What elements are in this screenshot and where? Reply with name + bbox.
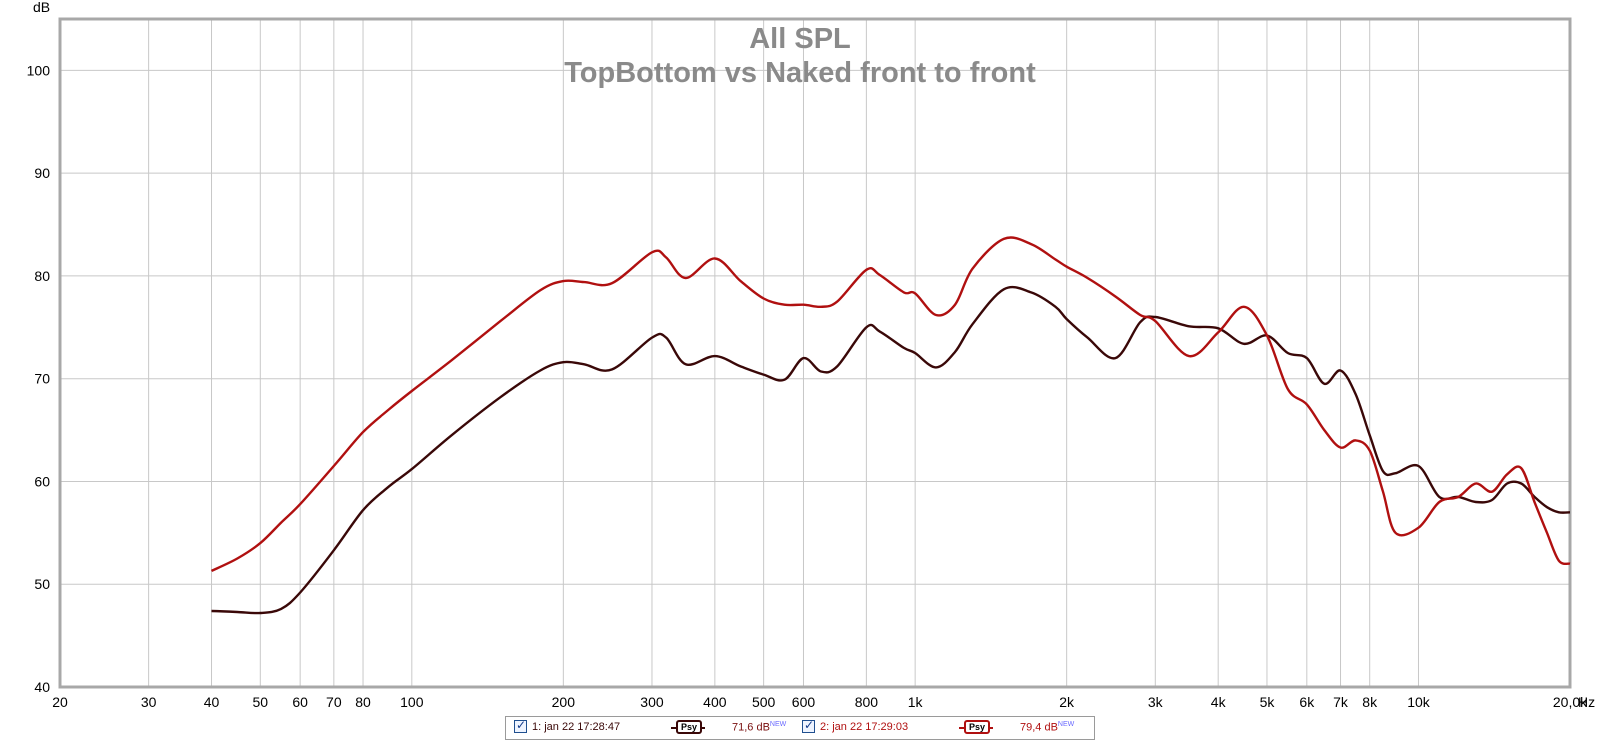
- x-tick-label-11: 500: [752, 694, 776, 710]
- x-tick-label-3: 50: [253, 694, 269, 710]
- legend-checkbox-1[interactable]: [514, 718, 527, 733]
- y-tick-label-4: 80: [34, 268, 50, 284]
- legend-value-2: 79,4 dBNEW: [1020, 721, 1075, 734]
- x-tick-label-19: 6k: [1299, 694, 1315, 710]
- x-tick-label-16: 3k: [1148, 694, 1164, 710]
- tick-labels: 20 30 40 50 60 70 80 100 200 300 400 500 600 800 1k 2k 3…: [27, 62, 1588, 710]
- y-tick-label-2: 60: [34, 473, 50, 489]
- x-tick-label-6: 80: [355, 694, 371, 710]
- x-tick-label-0: 20: [52, 694, 68, 710]
- legend-checkbox-2[interactable]: [802, 718, 815, 733]
- x-tick-label-8: 200: [552, 694, 576, 710]
- x-tick-label-9: 300: [640, 694, 664, 710]
- x-tick-label-23: 20,0k: [1553, 694, 1588, 710]
- x-tick-label-15: 2k: [1059, 694, 1075, 710]
- legend-label-2: 2: jan 22 17:29:03: [820, 721, 909, 733]
- y-tick-label-1: 50: [34, 576, 50, 592]
- x-tick-label-20: 7k: [1333, 694, 1349, 710]
- psy-badge-1[interactable]: Psy: [676, 720, 702, 734]
- chart-title: All SPL: [749, 23, 851, 55]
- y-tick-label-6: 100: [27, 62, 51, 78]
- x-axis-unit: Hz: [1578, 694, 1595, 710]
- x-tick-label-22: 10k: [1407, 694, 1431, 710]
- legend: 1: jan 22 17:28:47 Psy 71,6 dBNEW 2: jan…: [505, 716, 1095, 740]
- x-tick-label-1: 30: [141, 694, 157, 710]
- x-tick-label-12: 600: [792, 694, 816, 710]
- series-line-2: [210, 236, 1571, 572]
- plot-frame: [58, 17, 1572, 689]
- y-axis-unit: dB: [33, 0, 50, 15]
- x-tick-label-21: 8k: [1362, 694, 1378, 710]
- x-tick-label-13: 800: [855, 694, 879, 710]
- grid: [59, 19, 1571, 688]
- chart-subtitle: TopBottom vs Naked front to front: [564, 57, 1036, 89]
- y-tick-label-0: 40: [34, 679, 50, 695]
- series-layer: [210, 236, 1571, 615]
- y-tick-label-5: 90: [34, 165, 50, 181]
- x-tick-label-7: 100: [400, 694, 424, 710]
- legend-value-1: 71,6 dBNEW: [732, 721, 787, 734]
- series-line-1: [211, 285, 1571, 615]
- x-tick-label-17: 4k: [1211, 694, 1227, 710]
- psy-badge-2[interactable]: Psy: [964, 720, 990, 734]
- x-tick-label-18: 5k: [1260, 694, 1276, 710]
- x-tick-label-2: 40: [204, 694, 220, 710]
- x-tick-label-14: 1k: [908, 694, 924, 710]
- x-tick-label-5: 70: [326, 694, 342, 710]
- legend-label-1: 1: jan 22 17:28:47: [532, 721, 621, 733]
- x-tick-label-10: 400: [703, 694, 727, 710]
- x-tick-label-4: 60: [292, 694, 308, 710]
- y-tick-label-3: 70: [34, 371, 50, 387]
